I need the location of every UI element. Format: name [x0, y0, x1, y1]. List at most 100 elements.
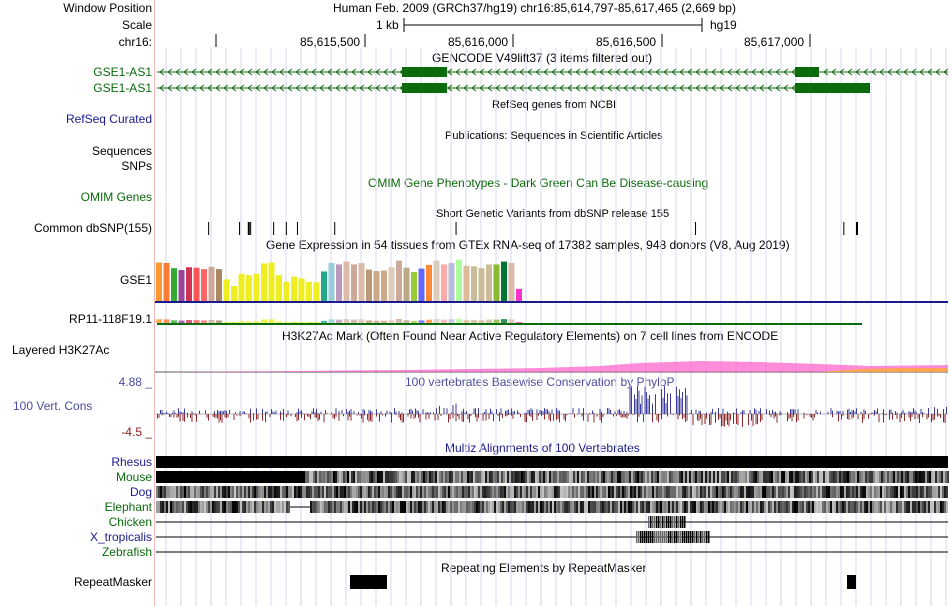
snp-tick: [273, 222, 275, 235]
alignment-block: [278, 501, 280, 513]
alignment-block: [628, 501, 630, 513]
alignment-block: [406, 486, 408, 498]
alignment-block: [643, 471, 645, 483]
alignment-block: [776, 486, 778, 498]
alignment-block: [326, 501, 328, 513]
alignment-block: [941, 471, 943, 483]
gtex-bar: [306, 281, 312, 302]
alignment-block: [906, 486, 908, 498]
strand-arrow: [671, 84, 677, 92]
alignment-block: [400, 501, 402, 513]
rp11-bar: [501, 319, 507, 323]
track-label-gse1[interactable]: GSE1: [119, 273, 152, 287]
species-label-elephant[interactable]: Elephant: [104, 500, 152, 514]
alignment-block: [674, 531, 676, 543]
track-label-gse1-as1-a[interactable]: GSE1-AS1: [93, 65, 152, 79]
alignment-block: [682, 486, 684, 498]
track-label-repeatmasker[interactable]: RepeatMasker: [73, 575, 152, 589]
track-label-gse1-as1-b[interactable]: GSE1-AS1: [93, 81, 152, 95]
track-label-rp11[interactable]: RP11-118F19.1: [69, 312, 152, 326]
track-label-sequences[interactable]: Sequences: [91, 144, 152, 158]
alignment-block: [184, 486, 186, 498]
species-label-chicken[interactable]: Chicken: [108, 515, 152, 529]
strand-arrow: [615, 84, 621, 92]
alignment-block: [381, 471, 383, 483]
track-label-snps[interactable]: SNPs: [121, 159, 152, 173]
strand-arrow: [487, 68, 493, 76]
track-label-omim[interactable]: OMIM Genes: [80, 190, 152, 204]
alignment-block: [749, 471, 751, 483]
alignment-block: [672, 486, 674, 498]
alignment-block: [290, 486, 292, 498]
alignment-block: [938, 501, 940, 513]
alignment-block: [556, 486, 558, 498]
alignment-block: [536, 486, 538, 498]
alignment-block: [745, 471, 747, 483]
species-label-x-tropicalis[interactable]: X_tropicalis: [89, 530, 152, 544]
alignment-block: [844, 486, 846, 498]
species-label-dog[interactable]: Dog: [129, 485, 152, 499]
track-label-phylop[interactable]: 100 Vert. Cons: [13, 399, 93, 413]
strand-arrow: [671, 68, 677, 76]
phylop-min-label: -4.5 _: [121, 425, 152, 439]
alignment-block: [492, 501, 494, 513]
exon: [402, 83, 447, 93]
gtex-bar: [178, 270, 185, 302]
alignment-block: [168, 486, 170, 498]
alignment-block: [710, 486, 712, 498]
snp-tick: [285, 222, 287, 235]
alignment-block: [512, 486, 514, 498]
track-label-dbsnp[interactable]: Common dbSNP(155): [33, 221, 152, 235]
alignment-block: [896, 486, 898, 498]
alignment-block: [944, 486, 946, 498]
alignment-block: [629, 471, 631, 483]
alignment-block: [522, 501, 524, 513]
alignment-block: [560, 501, 562, 513]
alignment-block: [280, 501, 282, 513]
alignment-block: [404, 486, 406, 498]
alignment-block: [612, 486, 614, 498]
strand-arrow: [359, 84, 365, 92]
alignment-block: [354, 486, 356, 498]
strand-arrow: [663, 68, 669, 76]
alignment-block: [691, 471, 693, 483]
alignment-block: [890, 486, 892, 498]
alignment-block: [220, 486, 222, 498]
alignment-block: [380, 501, 382, 513]
alignment-block: [676, 531, 678, 543]
strand-arrow: [455, 68, 461, 76]
alignment-block: [539, 471, 541, 483]
alignment-block: [930, 501, 932, 513]
alignment-block: [348, 486, 350, 498]
alignment-block: [708, 486, 710, 498]
species-label-zebrafish[interactable]: Zebrafish: [101, 545, 152, 559]
rp11-bar: [381, 320, 387, 323]
alignment-block: [440, 501, 442, 513]
alignment-block: [353, 471, 355, 483]
alignment-block: [383, 471, 385, 483]
alignment-block: [566, 501, 568, 513]
alignment-block: [778, 501, 780, 513]
species-label-rhesus[interactable]: Rhesus: [111, 455, 152, 469]
alignment-block: [170, 501, 172, 513]
alignment-block: [689, 471, 691, 483]
alignment-block: [390, 486, 392, 498]
alignment-block: [533, 471, 535, 483]
alignment-block: [240, 501, 242, 513]
alignment-block: [715, 471, 717, 483]
alignment-block: [188, 501, 190, 513]
alignment-block: [602, 486, 604, 498]
alignment-block: [318, 486, 320, 498]
alignment-block: [538, 501, 540, 513]
alignment-block: [692, 486, 694, 498]
strand-arrow: [215, 68, 221, 76]
strand-arrow: [239, 68, 245, 76]
species-label-mouse[interactable]: Mouse: [115, 470, 152, 484]
alignment-block: [352, 486, 354, 498]
alignment-block: [230, 486, 232, 498]
track-label-h3k27ac[interactable]: Layered H3K27Ac: [12, 343, 110, 357]
track-label-refseq[interactable]: RefSeq Curated: [65, 112, 152, 126]
alignment-block: [309, 471, 311, 483]
alignment-block: [378, 486, 380, 498]
